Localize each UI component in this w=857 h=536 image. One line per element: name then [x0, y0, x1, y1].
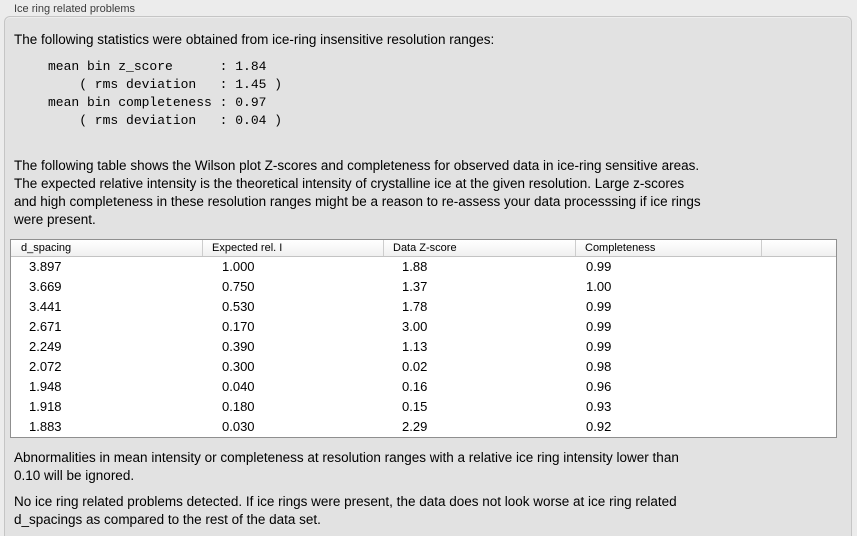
table-cell-empty	[762, 277, 836, 297]
table-header-row: d_spacing Expected rel. I Data Z-score Comp…	[11, 240, 836, 257]
text-line: mean bin completeness : 0.97	[48, 95, 267, 110]
column-header-expected-rel-i[interactable]: Expected rel. I	[203, 240, 384, 256]
table-cell: 0.030	[222, 419, 255, 434]
table-cell: 0.390	[222, 339, 255, 354]
table-cell: 0.92	[586, 419, 612, 434]
table-cell: 0.040	[222, 379, 255, 394]
table-cell: 1.13	[402, 339, 428, 354]
table-cell: 3.897	[29, 259, 62, 274]
table-body: 3.897 1.000 1.88 0.99 3.669 0.750 1.37 1.00 3.44…	[11, 257, 836, 437]
table-cell: 2.29	[402, 419, 428, 434]
ignore-threshold-note: Abnormalities in mean intensity or compl…	[14, 449, 851, 485]
table-row[interactable]: 1.918 0.180 0.15 0.93	[11, 397, 836, 417]
table-row[interactable]: 2.249 0.390 1.13 0.99	[11, 337, 836, 357]
table-cell-empty	[762, 377, 836, 397]
table-cell: 0.530	[222, 299, 255, 314]
table-cell: 2.072	[29, 359, 62, 374]
table-cell-empty	[762, 257, 836, 277]
column-header-d-spacing[interactable]: d_spacing	[11, 240, 203, 256]
table-cell: 1.948	[29, 379, 62, 394]
text-line: were present.	[14, 212, 96, 227]
table-cell: 2.671	[29, 319, 62, 334]
table-cell: 0.02	[402, 359, 428, 374]
result-summary-text: No ice ring related problems detected. I…	[14, 493, 851, 529]
text-line: The expected relative intensity is the t…	[14, 176, 685, 191]
text-line: mean bin z_score : 1.84	[48, 59, 267, 74]
table-cell: 1.918	[29, 399, 62, 414]
table-cell: 2.249	[29, 339, 62, 354]
ice-ring-table: d_spacing Expected rel. I Data Z-score Comp…	[10, 239, 837, 438]
table-cell: 0.170	[222, 319, 255, 334]
text-line: ( rms deviation : 1.45 )	[48, 77, 283, 92]
statistics-block: mean bin z_score : 1.84 ( rms deviation …	[48, 58, 851, 130]
column-header-data-z-score[interactable]: Data Z-score	[384, 240, 576, 256]
table-cell-empty	[762, 337, 836, 357]
text-line: The following statistics were obtained f…	[14, 32, 495, 47]
group-box-title: Ice ring related problems	[14, 3, 136, 15]
column-header-completeness[interactable]: Completeness	[576, 240, 762, 256]
table-cell-empty	[762, 417, 836, 437]
table-cell: 1.78	[402, 299, 428, 314]
text-line: Abnormalities in mean intensity or compl…	[14, 450, 679, 465]
table-row[interactable]: 1.948 0.040 0.16 0.96	[11, 377, 836, 397]
table-cell: 0.93	[586, 399, 612, 414]
text-line: 0.10 will be ignored.	[14, 468, 135, 483]
table-cell: 3.00	[402, 319, 428, 334]
table-cell: 0.300	[222, 359, 255, 374]
table-cell: 3.669	[29, 279, 62, 294]
table-description-text: The following table shows the Wilson plo…	[14, 157, 851, 229]
table-row[interactable]: 1.883 0.030 2.29 0.92	[11, 417, 836, 437]
table-row[interactable]: 2.072 0.300 0.02 0.98	[11, 357, 836, 377]
table-cell: 0.750	[222, 279, 255, 294]
table-cell: 0.96	[586, 379, 612, 394]
table-cell: 0.99	[586, 259, 612, 274]
text-line: d_spacings as compared to the rest of th…	[14, 512, 321, 527]
ice-ring-panel: The following statistics were obtained f…	[4, 16, 852, 536]
table-cell: 0.99	[586, 319, 612, 334]
table-cell: 1.37	[402, 279, 428, 294]
table-cell: 1.88	[402, 259, 428, 274]
table-cell-empty	[762, 317, 836, 337]
table-cell: 3.441	[29, 299, 62, 314]
text-line: and high completeness in these resolutio…	[14, 194, 701, 209]
text-line: No ice ring related problems detected. I…	[14, 494, 677, 509]
statistics-intro-text: The following statistics were obtained f…	[14, 31, 851, 49]
table-row[interactable]: 3.441 0.530 1.78 0.99	[11, 297, 836, 317]
table-cell: 1.000	[222, 259, 255, 274]
table-cell: 0.16	[402, 379, 428, 394]
table-cell: 0.98	[586, 359, 612, 374]
text-line: The following table shows the Wilson plo…	[14, 158, 700, 173]
text-line: ( rms deviation : 0.04 )	[48, 113, 283, 128]
table-cell-empty	[762, 397, 836, 417]
table-row[interactable]: 3.897 1.000 1.88 0.99	[11, 257, 836, 277]
column-header-empty[interactable]	[762, 240, 836, 256]
table-row[interactable]: 2.671 0.170 3.00 0.99	[11, 317, 836, 337]
table-cell: 1.00	[586, 279, 612, 294]
table-row[interactable]: 3.669 0.750 1.37 1.00	[11, 277, 836, 297]
table-cell: 0.180	[222, 399, 255, 414]
table-cell: 0.99	[586, 339, 612, 354]
table-cell: 0.99	[586, 299, 612, 314]
table-cell-empty	[762, 357, 836, 377]
table-cell-empty	[762, 297, 836, 317]
table-cell: 1.883	[29, 419, 62, 434]
table-cell: 0.15	[402, 399, 428, 414]
